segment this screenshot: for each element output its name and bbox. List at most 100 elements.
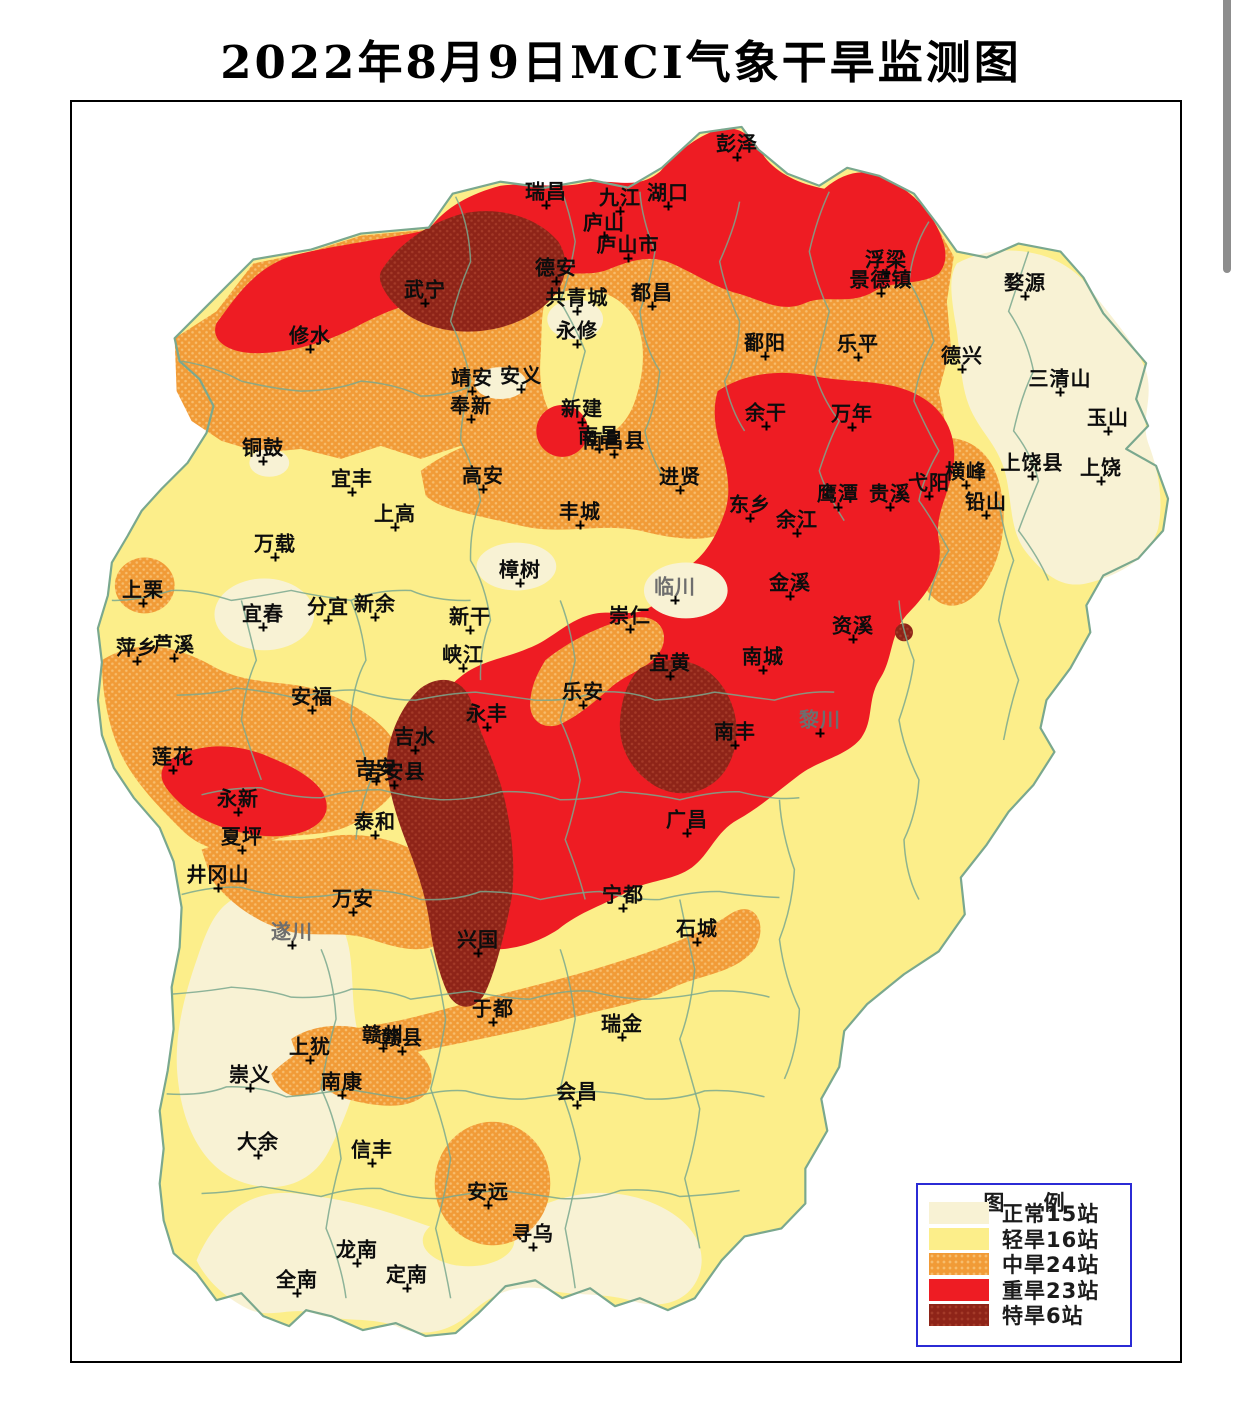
region-normal-southwest: [176, 891, 360, 1188]
county-label: 三清山: [1028, 366, 1092, 391]
station-marker-icon: [572, 339, 582, 349]
scrollbar-thumb[interactable]: [1223, 0, 1231, 273]
station-marker-icon: [663, 201, 673, 211]
county-label: 鹰潭: [817, 481, 859, 506]
station-marker-icon: [615, 206, 625, 216]
station-marker-icon: [572, 1100, 582, 1110]
county-label: 崇仁: [609, 603, 651, 628]
station-marker-icon: [132, 656, 142, 666]
region-normal-jingan-spot: [474, 367, 527, 400]
station-marker-icon: [961, 480, 971, 490]
county-label: 于都: [472, 996, 514, 1021]
county-label: 宜黄: [649, 650, 691, 675]
county-label: 上饶县: [1000, 450, 1064, 475]
county-boundary-line: [111, 589, 471, 602]
station-marker-icon: [675, 485, 685, 495]
county-label: 东乡: [729, 492, 771, 517]
station-marker-icon: [848, 634, 858, 644]
county-label: 高安: [462, 463, 504, 488]
legend-row: 中旱24站: [929, 1253, 1099, 1277]
county-label: 婺源: [1004, 270, 1046, 295]
station-marker-icon: [371, 776, 381, 786]
station-marker-icon: [815, 728, 825, 738]
county-boundary-line: [559, 949, 581, 1289]
region-extreme-northwest: [379, 211, 566, 332]
county-label: 新干: [449, 604, 491, 629]
station-marker-icon: [1096, 476, 1106, 486]
county-label: 庐山市: [596, 232, 660, 257]
county-boundary-line: [201, 1185, 740, 1200]
county-label: 永丰: [466, 701, 508, 726]
county-label: 浮梁: [865, 247, 907, 272]
station-marker-icon: [347, 487, 357, 497]
station-marker-icon: [483, 1200, 493, 1210]
station-marker-icon: [528, 1242, 538, 1252]
station-marker-icon: [410, 745, 420, 755]
station-marker-icon: [397, 1046, 407, 1056]
county-label: 泰和: [354, 809, 396, 834]
legend-swatch-moderate: [929, 1253, 989, 1275]
station-marker-icon: [516, 384, 526, 394]
county-label: 资溪: [832, 613, 874, 638]
county-label: 瑞昌: [525, 179, 567, 204]
county-label: 南丰: [714, 719, 756, 744]
county-label: 崇义: [229, 1062, 271, 1087]
county-label: 龙南: [336, 1237, 378, 1262]
county-label: 铅山: [965, 489, 1007, 514]
county-label: 广昌: [666, 807, 708, 832]
county-label: 会昌: [556, 1079, 598, 1104]
county-boundary-line: [997, 500, 1020, 741]
station-marker-icon: [305, 1055, 315, 1065]
legend-swatch-severe: [929, 1278, 989, 1301]
county-label: 湖口: [647, 180, 689, 205]
county-label: 余江: [776, 507, 818, 532]
station-marker-icon: [488, 1017, 498, 1027]
legend-row: 轻旱16站: [929, 1227, 1099, 1252]
station-marker-icon: [730, 740, 740, 750]
county-label: 修水: [289, 323, 331, 348]
station-marker-icon: [623, 253, 633, 263]
station-marker-icon: [617, 1032, 627, 1042]
station-marker-icon: [213, 883, 223, 893]
station-marker-icon: [833, 502, 843, 512]
station-marker-icon: [594, 444, 604, 454]
county-label: 万年: [831, 401, 873, 426]
county-label: 樟树: [499, 557, 541, 582]
county-label: 宜丰: [331, 466, 373, 491]
station-marker-icon: [760, 351, 770, 361]
county-boundary-line: [171, 986, 770, 1000]
station-marker-icon: [618, 903, 628, 913]
county-label: 安福: [291, 684, 333, 709]
county-label: 宁都: [602, 882, 644, 907]
county-label: 鄱阳: [744, 330, 786, 355]
county-boundary-line: [908, 221, 950, 601]
county-label: 上高: [374, 501, 416, 526]
county-boundary-line: [778, 799, 801, 1080]
station-marker-icon: [682, 828, 692, 838]
region-normal-yichun: [214, 578, 315, 651]
county-label: 武宁: [404, 277, 446, 302]
region-normal-linchuan: [643, 562, 728, 619]
county-label: 芦溪: [153, 632, 195, 657]
county-label: 新余: [354, 591, 396, 616]
station-marker-icon: [1103, 426, 1113, 436]
station-marker-icon: [792, 528, 802, 538]
station-marker-icon: [352, 1258, 362, 1268]
county-label: 南昌县: [582, 428, 646, 453]
station-marker-icon: [169, 653, 179, 663]
county-boundary-line: [429, 949, 452, 1299]
region-normal-east: [951, 250, 1161, 585]
county-label: 靖安: [451, 365, 493, 390]
station-marker-icon: [467, 386, 477, 396]
station-marker-icon: [390, 522, 400, 532]
station-marker-icon: [647, 301, 657, 311]
station-marker-icon: [378, 1043, 388, 1053]
county-label: 新建: [561, 396, 603, 421]
county-label: 信丰: [351, 1137, 393, 1162]
station-marker-icon: [981, 510, 991, 520]
station-marker-icon: [138, 598, 148, 608]
station-marker-icon: [370, 830, 380, 840]
county-label: 安义: [500, 363, 542, 388]
station-marker-icon: [758, 665, 768, 675]
station-marker-icon: [853, 352, 863, 362]
